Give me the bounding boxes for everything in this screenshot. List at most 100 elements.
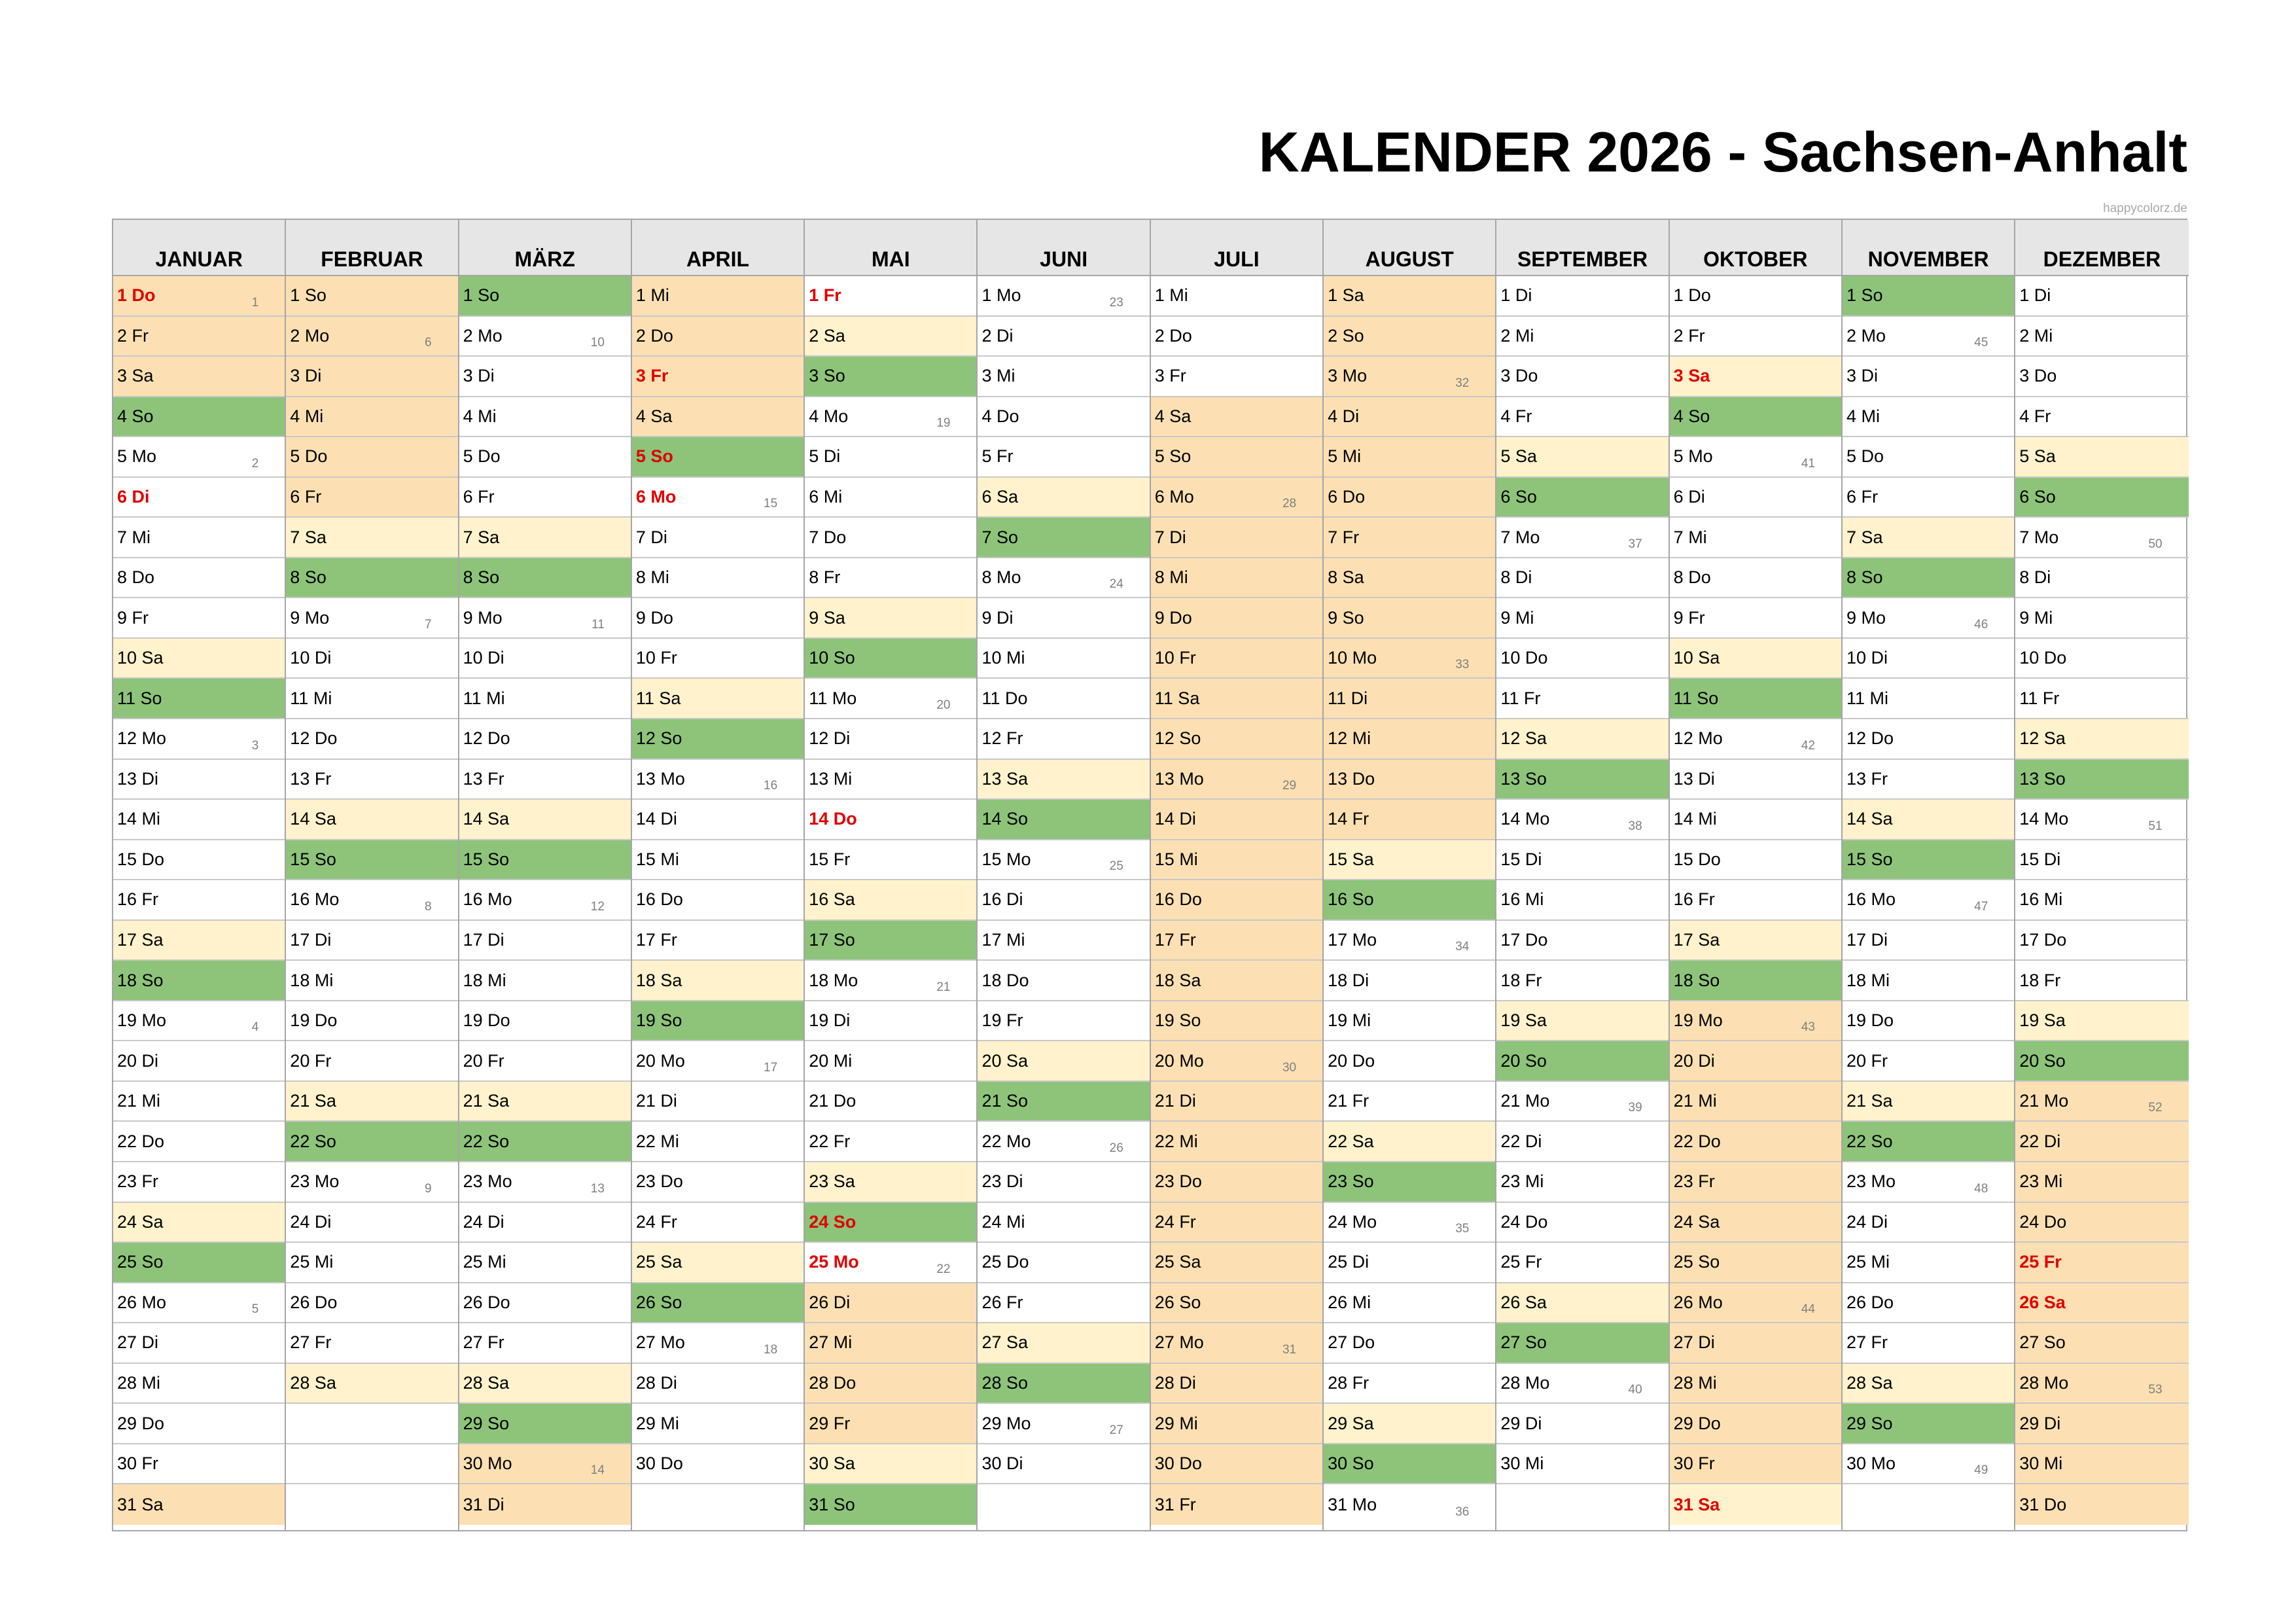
day-cell: 25 Mi xyxy=(1842,1243,2015,1283)
week-number: 11 xyxy=(592,617,605,632)
day-label: 5 Do xyxy=(290,446,328,467)
day-label: 2 Mi xyxy=(2019,325,2053,346)
day-label: 10 Di xyxy=(1846,648,1888,668)
day-label: 19 Di xyxy=(809,1010,851,1031)
day-cell: 21 Di xyxy=(1150,1081,1323,1122)
day-cell: 7 Sa xyxy=(459,518,631,558)
day-label: 8 Mo xyxy=(981,567,1021,588)
day-label: 8 Mi xyxy=(1154,567,1188,588)
day-cell: 14 Do xyxy=(805,800,977,840)
day-cell: 4 Di xyxy=(1324,397,1496,438)
day-cell: 19 Do xyxy=(1842,1001,2015,1042)
day-label: 22 Sa xyxy=(1328,1131,1374,1151)
day-label: 29 Mo xyxy=(981,1413,1031,1433)
day-cell: 21 Sa xyxy=(459,1081,631,1122)
day-label: 16 Mi xyxy=(1500,889,1544,910)
day-cell: 13 Mo 16 xyxy=(631,760,804,800)
day-label: 16 Mo xyxy=(463,889,512,910)
week-number: 44 xyxy=(1801,1302,1815,1317)
day-cell: 8 Mo 24 xyxy=(978,558,1150,599)
day-cell: 11 Sa xyxy=(1150,679,1323,720)
day-cell: 10 Sa xyxy=(113,638,285,679)
day-cell: 30 Mi xyxy=(1496,1444,1669,1485)
day-label: 12 So xyxy=(1154,728,1201,749)
day-label: 11 Fr xyxy=(1500,688,1541,708)
day-cell: 30 Mo 49 xyxy=(1842,1444,2015,1485)
day-label: 29 So xyxy=(463,1413,510,1433)
day-label: 25 Mi xyxy=(290,1252,334,1272)
day-label: 1 Sa xyxy=(1328,285,1364,306)
day-cell: 9 Mo 11 xyxy=(459,598,631,639)
day-label: 17 Di xyxy=(290,930,332,950)
day-label: 14 Fr xyxy=(1328,809,1369,829)
day-cell: 23 Di xyxy=(978,1162,1150,1203)
day-label: 21 So xyxy=(981,1091,1029,1111)
day-label: 11 Sa xyxy=(1154,688,1200,708)
day-label: 28 Mi xyxy=(1673,1373,1717,1393)
day-label: 19 Fr xyxy=(981,1010,1023,1031)
day-cell: 1 So xyxy=(1842,276,2015,317)
day-label: 23 Mo xyxy=(1846,1171,1896,1192)
day-cell: 20 Fr xyxy=(1842,1041,2015,1082)
day-label: 22 Mo xyxy=(981,1131,1031,1151)
day-label: 23 Mi xyxy=(2019,1171,2063,1192)
day-label: 5 Di xyxy=(809,446,841,467)
day-label: 12 Di xyxy=(809,728,851,749)
week-number: 21 xyxy=(936,980,951,994)
week-number: 15 xyxy=(764,497,778,511)
day-label: 29 Mi xyxy=(1154,1413,1198,1433)
day-cell: 22 Do xyxy=(1669,1122,1841,1163)
day-cell: 22 Mo 26 xyxy=(978,1122,1150,1163)
day-label: 3 Di xyxy=(463,366,495,386)
day-label: 31 Fr xyxy=(1154,1494,1196,1514)
day-label: 3 Di xyxy=(1846,366,1878,386)
day-label: 13 Di xyxy=(1673,768,1715,789)
day-label: 9 Fr xyxy=(117,607,149,628)
day-cell: 25 Do xyxy=(978,1243,1150,1283)
day-cell: 23 Sa xyxy=(805,1162,977,1203)
day-cell: 26 So xyxy=(631,1283,804,1324)
day-label: 11 Mo xyxy=(809,688,857,708)
day-cell: 16 Mo 12 xyxy=(459,880,631,921)
day-cell: 14 Mi xyxy=(113,800,285,840)
day-cell: 2 Fr xyxy=(113,316,285,357)
day-label: 21 Fr xyxy=(1328,1091,1369,1111)
day-cell: 12 So xyxy=(1150,719,1323,760)
day-label: 20 Mi xyxy=(809,1050,853,1071)
day-cell: 29 Di xyxy=(2015,1404,2189,1444)
week-number: 50 xyxy=(2148,537,2163,551)
day-cell: 23 Fr xyxy=(1669,1162,1841,1203)
day-label: 9 Di xyxy=(981,607,1014,628)
month-column: DEZEMBER 1 Di 2 Mi 3 Do 4 Fr 5 Sa 6 So 7 Mo 50 8 … xyxy=(2015,220,2189,1530)
day-cell: 14 Mo 51 xyxy=(2015,800,2189,840)
day-label: 29 Mi xyxy=(635,1413,679,1433)
day-label: 15 Do xyxy=(117,849,165,869)
day-label: 26 Mo xyxy=(1673,1292,1723,1312)
day-label: 23 Di xyxy=(981,1171,1023,1192)
day-cell: 9 So xyxy=(1324,598,1496,639)
day-label: 22 So xyxy=(290,1131,336,1151)
day-label: 14 Mo xyxy=(1500,809,1550,829)
day-label: 4 Sa xyxy=(635,406,673,426)
day-label: 7 Mi xyxy=(117,527,151,547)
day-cell: 23 Mo 9 xyxy=(286,1162,458,1203)
day-cell: 3 Sa xyxy=(1669,357,1841,397)
day-cell: 24 So xyxy=(805,1202,977,1243)
day-cell: 27 Di xyxy=(1669,1323,1841,1364)
day-label: 7 Sa xyxy=(290,527,327,547)
day-cell: 3 Di xyxy=(459,357,631,397)
day-cell: 3 Di xyxy=(286,357,458,397)
week-number: 51 xyxy=(2148,819,2163,833)
week-number: 27 xyxy=(1109,1423,1123,1437)
day-cell: 16 Do xyxy=(1150,880,1323,921)
day-cell: 29 Fr xyxy=(805,1404,977,1444)
week-number: 34 xyxy=(1455,940,1470,954)
day-cell: 29 Mo 27 xyxy=(978,1404,1150,1444)
day-label: 17 Do xyxy=(1500,930,1548,950)
month-column: FEBRUAR 1 So 2 Mo 6 3 Di 4 Mi 5 Do 6 Fr 7 Sa 8 So… xyxy=(286,220,459,1530)
day-cell: 20 Di xyxy=(1669,1041,1841,1082)
day-label: 7 Sa xyxy=(1846,527,1883,547)
day-cell: 31 Sa xyxy=(113,1484,285,1525)
day-cell: 20 So xyxy=(1496,1041,1669,1082)
day-label: 7 Mo xyxy=(2019,527,2059,547)
